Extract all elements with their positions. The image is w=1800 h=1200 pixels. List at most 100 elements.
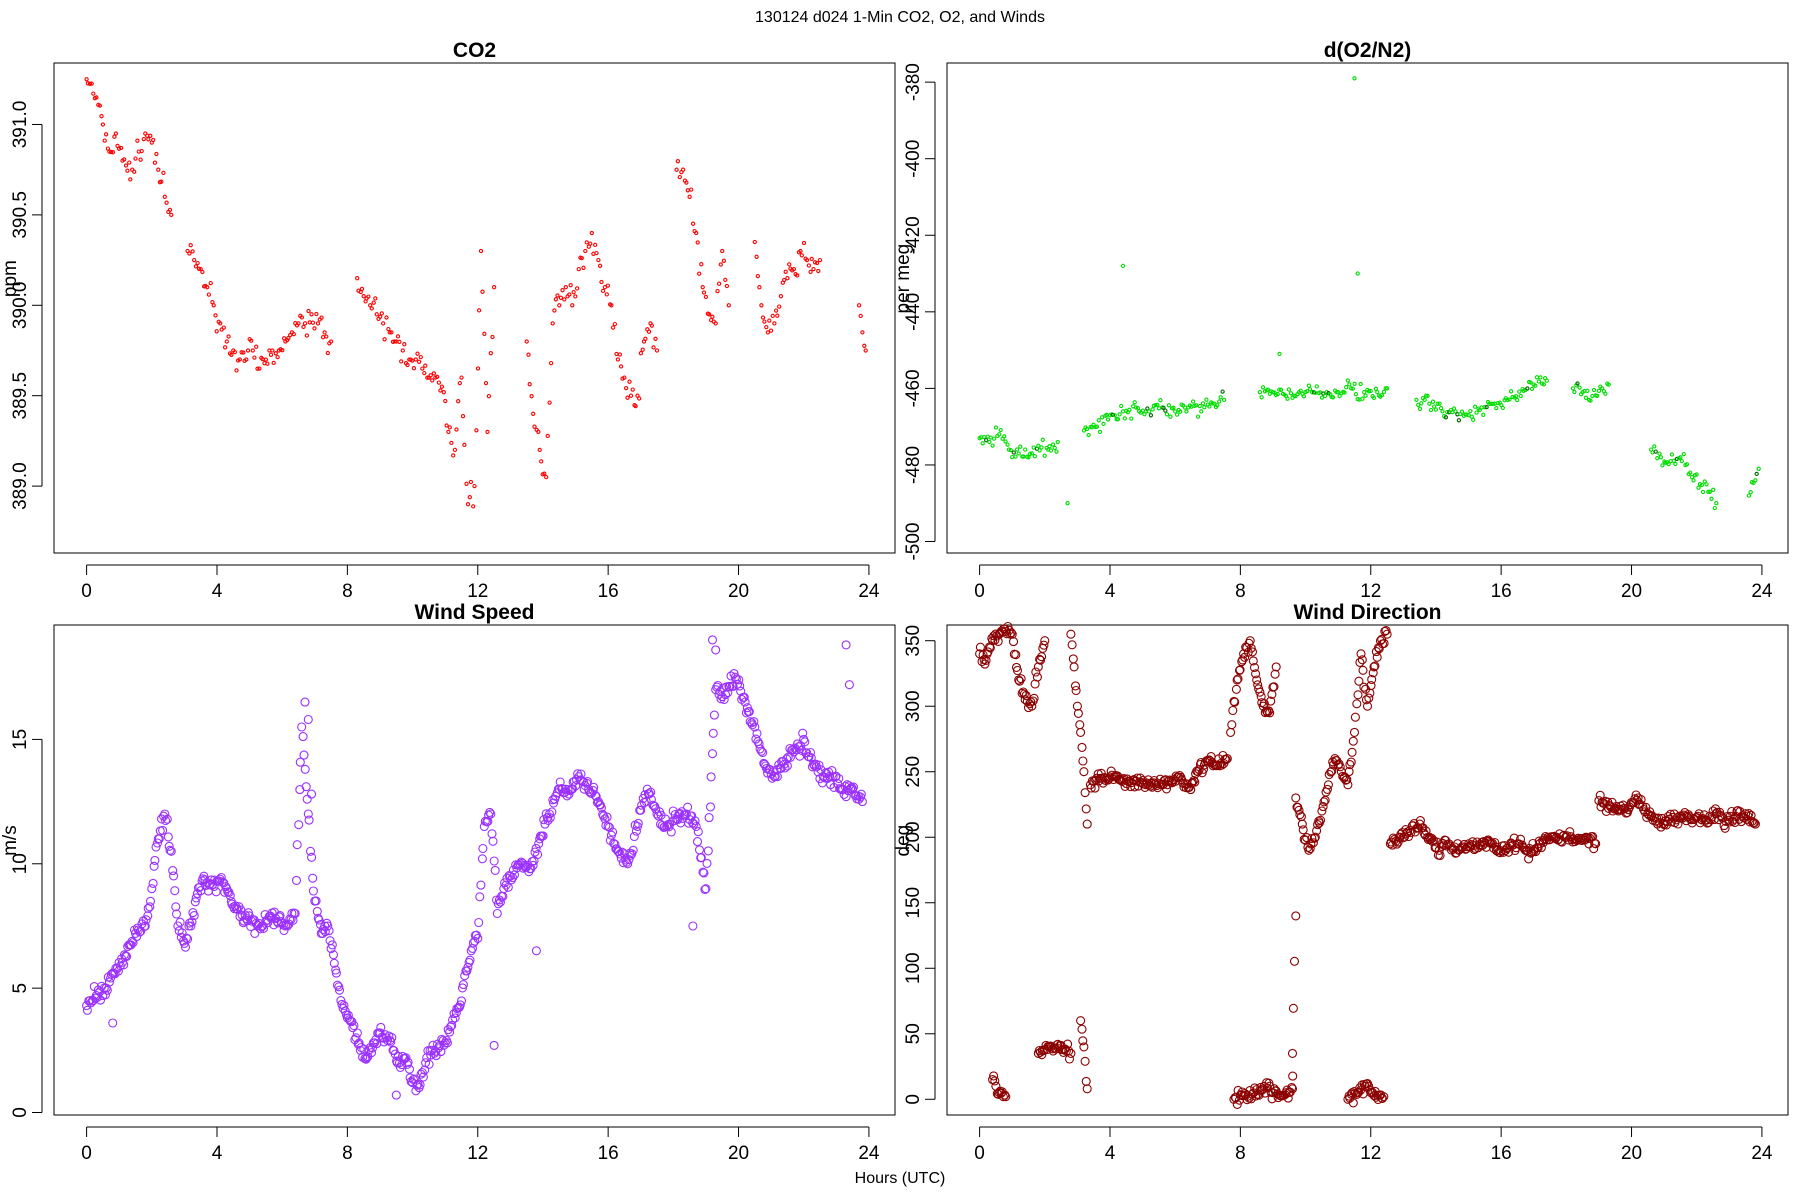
o2-point: [1422, 397, 1427, 402]
wind-direction-point: [1287, 1084, 1298, 1094]
wind-speed-point: [579, 784, 589, 794]
co2-point: [527, 382, 532, 387]
wind-speed-point: [349, 1020, 359, 1031]
wind-direction-point: [1589, 844, 1599, 854]
wind-speed-point: [126, 940, 136, 950]
wind-direction-point: [1080, 788, 1090, 798]
wind-direction-point: [1283, 1093, 1293, 1103]
wind-speed-point: [412, 1080, 422, 1090]
co2-point: [384, 315, 389, 320]
o2-point: [1706, 489, 1711, 494]
wind-speed-point: [749, 717, 759, 727]
wind-speed-point: [145, 902, 155, 912]
o2-point: [1433, 407, 1439, 412]
wind-speed-x-tick-label: 20: [728, 1143, 749, 1164]
wind-direction-point: [1308, 838, 1318, 848]
wind-direction-point: [1672, 813, 1682, 823]
wind-direction-point: [1364, 1081, 1374, 1092]
wind-speed-point: [751, 734, 761, 744]
wind-direction-point: [1317, 806, 1327, 816]
wind-direction-point: [1130, 782, 1140, 792]
wind-speed-point: [544, 809, 555, 819]
wind-speed-point: [465, 955, 475, 965]
wind-direction-point: [1508, 840, 1518, 850]
wind-speed-point: [305, 846, 316, 856]
wind-speed-point: [596, 803, 606, 813]
wind-speed-point: [486, 809, 496, 819]
o2-point: [1314, 384, 1319, 389]
o2-point: [1002, 434, 1007, 439]
wind-speed-point: [304, 815, 314, 825]
co2-point: [809, 256, 814, 262]
wind-speed-point: [644, 789, 654, 799]
wind-speed-point: [545, 813, 555, 823]
co2-point: [811, 266, 816, 272]
co2-point: [299, 315, 305, 320]
wind-speed-point: [308, 886, 318, 896]
wind-speed-point: [723, 687, 733, 698]
co2-point: [103, 132, 109, 137]
wind-speed-point: [533, 849, 543, 860]
wind-speed-point: [328, 950, 339, 960]
o2-point: [1168, 414, 1173, 419]
o2-point: [1533, 383, 1538, 388]
wind-speed-point: [145, 896, 156, 906]
wind-speed-point: [589, 782, 599, 792]
co2-point: [633, 403, 638, 409]
co2-point: [359, 286, 365, 292]
co2-point: [465, 502, 471, 507]
wind-direction-point: [1357, 655, 1367, 665]
co2-point: [141, 136, 146, 142]
wind-direction-point: [1344, 767, 1354, 777]
wind-speed-point: [602, 812, 612, 822]
co2-point: [139, 148, 144, 154]
wind-direction-point: [1175, 771, 1185, 781]
wind-speed-point: [640, 790, 650, 800]
wind-direction-point: [1315, 815, 1326, 825]
o2-point: [1052, 445, 1057, 451]
wind-speed-point: [493, 899, 503, 909]
wind-direction-point: [1455, 844, 1465, 855]
wind-direction-point: [1349, 727, 1360, 737]
wind-direction-point: [1248, 656, 1258, 666]
o2-point: [1666, 461, 1671, 467]
wind-direction-point: [975, 642, 985, 652]
wind-speed-point: [477, 854, 487, 864]
o2-point: [1679, 458, 1684, 464]
wind-speed-point: [351, 1033, 361, 1043]
wind-speed-point: [344, 1015, 354, 1025]
co2-point: [615, 357, 621, 362]
wind-speed-point: [460, 971, 470, 981]
co2-point: [324, 334, 329, 339]
wind-speed-point: [711, 645, 721, 655]
co2-point: [768, 328, 774, 333]
co2-x-tick-label: 8: [342, 581, 353, 602]
o2-point: [1474, 410, 1479, 415]
wind-speed-point: [298, 732, 308, 742]
wind-speed-point: [424, 1059, 434, 1069]
wind-direction-point: [1347, 747, 1357, 757]
co2-point: [478, 248, 484, 254]
wind-speed-point: [707, 749, 718, 759]
o2-point: [1344, 385, 1349, 390]
o2-point: [1373, 386, 1379, 391]
co2-y-tick-label: 390.5: [10, 191, 31, 239]
wind-direction-point: [1064, 1054, 1075, 1064]
o2-point: [1127, 407, 1132, 412]
wind-speed-point: [353, 1039, 363, 1049]
wind-speed-point: [161, 815, 171, 826]
o2-point: [1375, 390, 1380, 395]
co2-point: [361, 294, 366, 299]
wind-speed-point: [735, 681, 745, 691]
co2-point: [314, 311, 319, 317]
co2-point: [588, 241, 593, 246]
co2-point: [100, 122, 106, 127]
o2-y-label: per meg: [893, 244, 914, 314]
co2-point: [306, 308, 311, 314]
wind-direction-point: [1245, 636, 1255, 646]
wind-direction-point: [989, 631, 999, 641]
o2-point: [1515, 397, 1520, 403]
wind-direction-point: [1251, 669, 1261, 679]
o2-point: [982, 434, 987, 440]
co2-point: [703, 294, 709, 300]
